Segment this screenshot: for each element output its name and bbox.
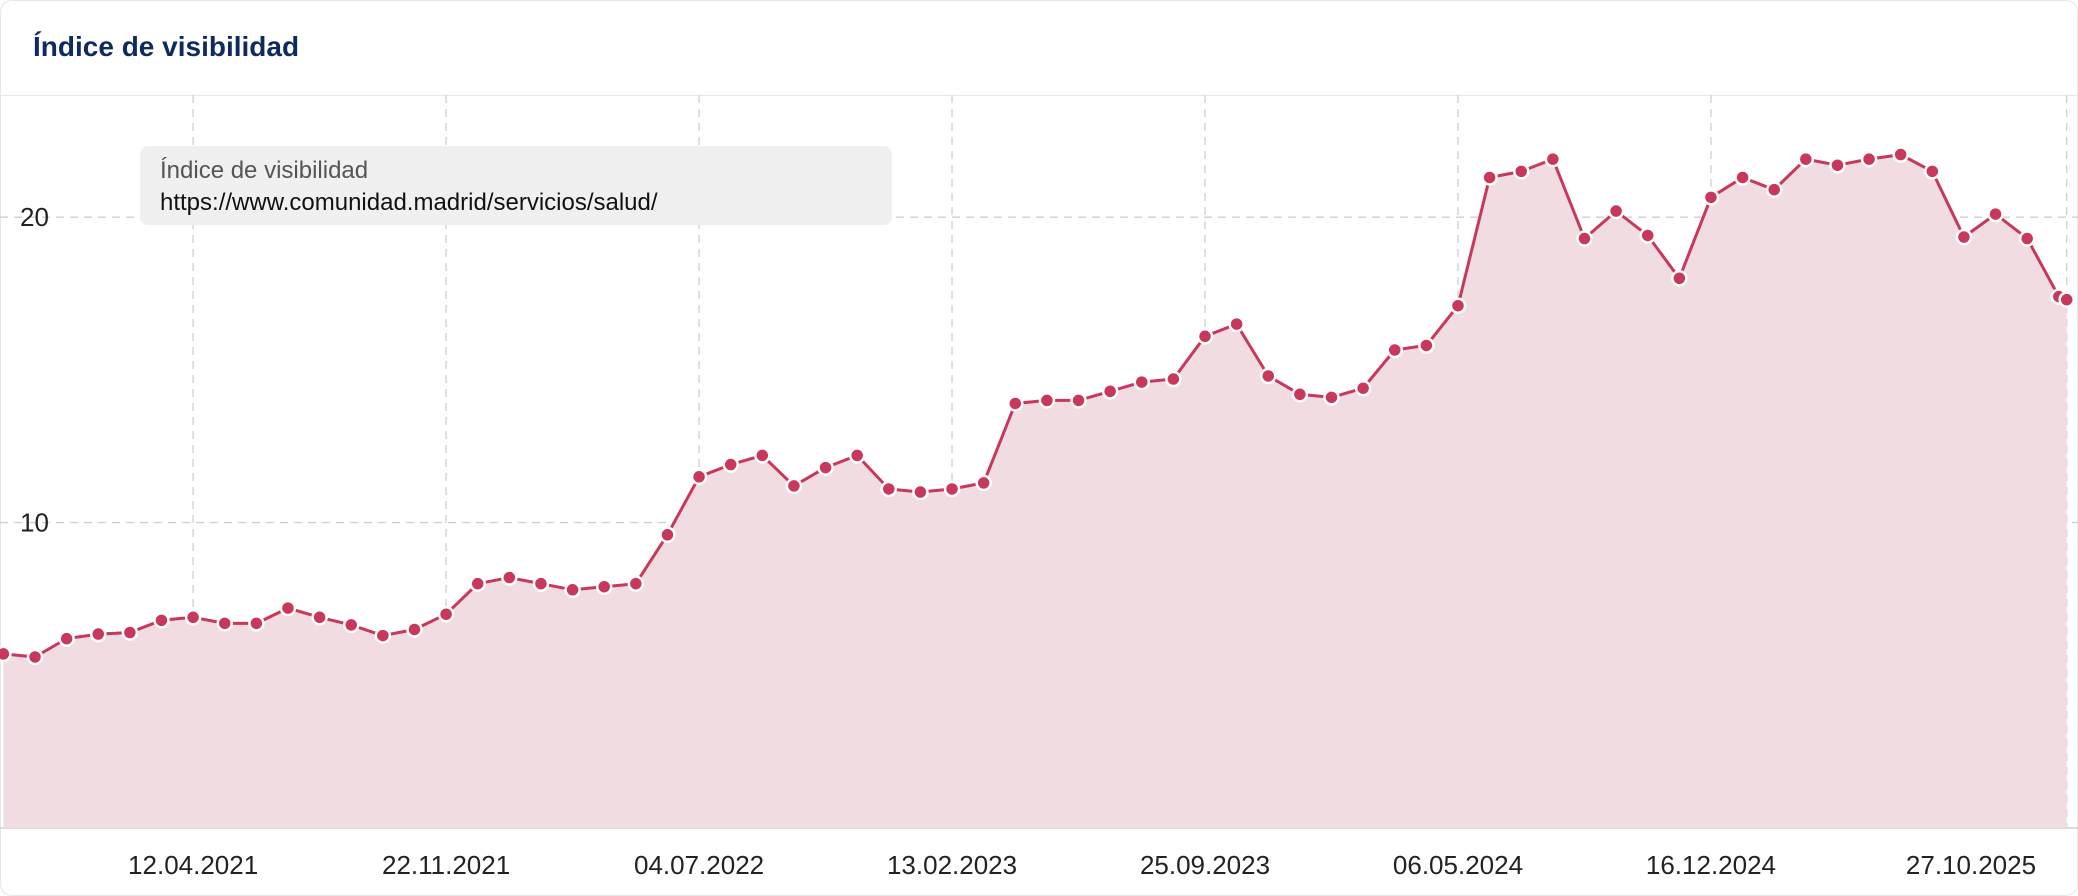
data-point [1260,367,1277,385]
data-point [1892,146,1909,163]
data-point [184,609,202,626]
data-point [564,581,581,599]
data-point [722,456,739,473]
data-point [532,575,550,592]
data-point [1765,181,1783,198]
data-point [1354,379,1372,397]
data-point [690,468,708,486]
card-header: Índice de visibilidad [1,1,2077,96]
data-point [1512,163,1530,180]
data-point [912,483,929,501]
data-point [659,526,676,544]
data-point [1987,205,2004,223]
data-point [1544,150,1562,168]
data-point [121,624,139,641]
data-point [216,615,233,632]
data-point [1702,189,1720,206]
data-point [1576,230,1593,247]
data-point [848,447,866,464]
x-tick-label: 22.11.2021 [382,850,510,880]
data-point [437,605,455,623]
legend-box [140,146,892,225]
data-point [1228,315,1245,333]
data-point [817,459,834,476]
data-point [153,612,170,629]
x-tick-label: 13.02.2023 [887,850,1017,880]
data-point [1386,341,1403,359]
data-point [406,621,423,638]
x-tick-label: 04.07.2022 [634,850,764,880]
data-point [880,480,898,498]
data-point [1639,227,1656,244]
data-point [1070,392,1087,409]
data-point [1101,383,1119,400]
data-point [1038,392,1056,409]
data-point [469,575,486,592]
data-point [501,569,518,586]
x-tick-label: 25.09.2023 [1140,850,1270,880]
data-point [1607,202,1625,220]
chart-title: Índice de visibilidad [33,31,300,62]
data-point [2018,230,2036,247]
data-point [0,645,12,663]
data-point [1323,389,1340,406]
data-point [1797,150,1815,168]
x-tick-label: 12.04.2021 [128,850,258,880]
data-point [1133,373,1151,391]
data-point [1007,395,1024,412]
data-point [1481,169,1498,186]
data-point [975,474,992,492]
data-point [1291,386,1309,403]
x-tick-label: 16.12.2024 [1646,850,1776,880]
data-point [1449,297,1467,314]
data-point [943,480,961,498]
data-point [1955,228,1973,246]
data-point [1829,156,1846,174]
area-fill [3,154,2067,829]
data-point [1671,270,1688,287]
data-point [311,609,328,626]
data-point [90,625,107,643]
data-point [1165,370,1182,388]
data-point [1734,169,1751,186]
data-point [58,630,75,647]
y-tick-label: 10 [20,508,49,538]
data-point [595,578,613,595]
x-tick-label: 27.10.2025 [1906,850,2036,880]
legend-title: Índice de visibilidad [160,157,368,184]
y-tick-label: 20 [20,202,49,232]
data-point [1860,150,1878,168]
data-point [2058,291,2075,308]
data-point [279,599,297,617]
data-point [785,477,803,495]
x-tick-label: 06.05.2024 [1393,850,1523,880]
legend-entry: https://www.comunidad.madrid/servicios/s… [160,189,658,216]
data-point [26,648,44,666]
data-point [342,616,360,634]
data-point [1418,337,1435,354]
data-point [754,447,771,464]
data-point [1924,163,1941,180]
data-point [1196,328,1214,345]
data-point [248,615,265,632]
data-point [374,627,392,644]
data-point [627,575,645,592]
